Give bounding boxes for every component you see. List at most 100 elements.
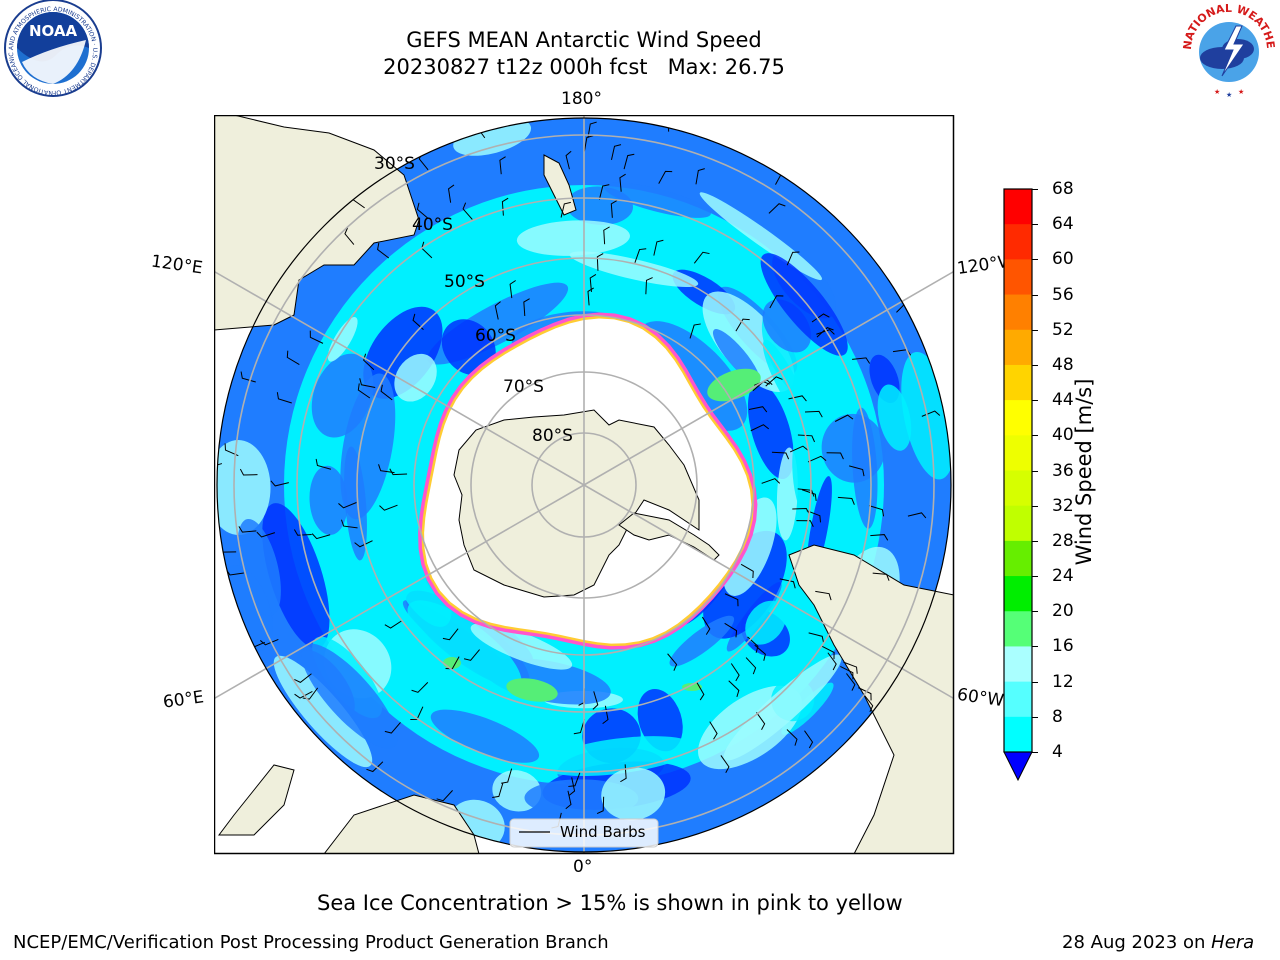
- wind-barb: [445, 656, 460, 670]
- colorbar-tick-mark: [1032, 611, 1038, 613]
- land-new-zealand-in-disc: [543, 154, 577, 216]
- colorbar-tick-mark: [1032, 259, 1038, 261]
- colorbar-segment: [1004, 646, 1032, 683]
- noaa-logo-text: NOAA: [29, 22, 78, 40]
- wind-barb: [412, 313, 424, 331]
- wind-barb: [294, 673, 312, 683]
- wind-barb: [827, 652, 837, 671]
- wind-barb: [492, 782, 504, 799]
- meridian-line: [583, 484, 954, 700]
- wind-barb: [801, 489, 817, 502]
- wind-barb: [834, 414, 854, 422]
- colorbar-tick-mark: [1032, 470, 1038, 472]
- colorbar-tick-label: 36: [1052, 460, 1074, 481]
- wind-barb: [587, 287, 594, 306]
- lat-label-30s: 30°S: [374, 154, 415, 174]
- wind-barb: [463, 649, 480, 661]
- wind-barb: [797, 434, 816, 443]
- graticule: [214, 115, 954, 854]
- wind-barb: [260, 639, 279, 646]
- colorbar-tick-mark: [1032, 329, 1038, 331]
- wind-barb: [338, 502, 357, 509]
- wind-barb: [768, 203, 786, 214]
- wind-barb: [634, 248, 647, 263]
- wind-barb: [730, 663, 740, 682]
- colorbar-tick-mark: [1032, 435, 1038, 437]
- wind-barb: [786, 729, 798, 746]
- wind-barb: [745, 657, 757, 675]
- colorbar-tick-label: 16: [1052, 636, 1074, 657]
- lon-label-120e: 120°E: [149, 251, 204, 279]
- colorbar-segment: [1004, 364, 1032, 401]
- wind-barb: [843, 661, 858, 674]
- org-credit: NCEP/EMC/Verification Post Processing Pr…: [13, 932, 609, 953]
- colorbar-segment: [1004, 576, 1032, 612]
- wind-barb: [494, 301, 501, 320]
- lon-label-60w: 60°W: [955, 684, 1006, 712]
- wind-barb: [863, 694, 874, 713]
- machine-name: Hera: [1211, 932, 1255, 953]
- wind-barb: [294, 690, 313, 699]
- colorbar-tick-mark: [1032, 716, 1038, 718]
- wind-field-patch: [707, 368, 761, 402]
- wind-barb: [363, 353, 375, 371]
- wind-barb: [592, 691, 599, 710]
- date-credit: 28 Aug 2023 on Hera: [1062, 932, 1254, 953]
- wind-field-patch: [301, 643, 398, 749]
- sea-ice-note: Sea Ice Concentration > 15% is shown in …: [317, 891, 903, 915]
- wind-field-patch: [601, 767, 666, 821]
- colorbar-tick-mark: [1032, 400, 1038, 402]
- colorbar-segment: [1004, 505, 1032, 542]
- wind-barb: [565, 790, 572, 810]
- wind-barb: [701, 616, 711, 635]
- wind-field-patch: [273, 655, 373, 768]
- wind-barb: [792, 508, 810, 515]
- wind-barb: [589, 274, 597, 292]
- colorbar-tick-mark: [1032, 646, 1038, 648]
- wind-field-patch: [542, 736, 695, 777]
- wind-barb: [868, 505, 885, 517]
- wind-barb: [380, 384, 393, 401]
- map-legend: Wind Barbs: [509, 818, 659, 848]
- colorbar-tick-label: 64: [1052, 214, 1074, 235]
- colorbar-tick-label: 20: [1052, 601, 1074, 622]
- colorbar-segment: [1004, 470, 1032, 507]
- wind-barb: [240, 371, 256, 383]
- colorbar-tick-label: 28: [1052, 530, 1074, 551]
- wind-barb: [389, 468, 408, 476]
- wind-field-patch: [262, 503, 330, 649]
- wind-barb: [610, 144, 622, 161]
- wind-barb: [302, 687, 319, 700]
- wind-field-patch: [441, 319, 496, 376]
- wind-barb: [846, 673, 856, 691]
- wind-barb: [603, 226, 610, 245]
- lat-label-50s: 50°S: [444, 272, 485, 292]
- colorbar-tick-mark: [1032, 540, 1038, 542]
- wind-barb: [765, 376, 783, 387]
- wind-field-patch: [327, 317, 358, 362]
- wind-field-patch: [723, 654, 842, 761]
- wind-barb: [816, 329, 835, 335]
- colorbar-tick-mark: [1032, 224, 1038, 226]
- colorbar-segment: [1004, 716, 1032, 753]
- colorbar-segment: [1004, 400, 1032, 436]
- colorbar-segment: [1004, 259, 1032, 296]
- wind-barb: [619, 173, 626, 192]
- wind-barb: [667, 653, 678, 671]
- lon-label-180: 180°: [561, 89, 602, 109]
- wind-barb: [377, 242, 390, 259]
- date-text: 28 Aug 2023 on: [1062, 932, 1212, 953]
- wind-barb: [569, 777, 576, 796]
- colorbar-segment: [1004, 329, 1032, 366]
- wind-barb: [840, 666, 854, 680]
- wind-barb: [565, 150, 572, 170]
- wind-barb: [462, 202, 473, 220]
- wind-field-patch: [390, 542, 452, 627]
- wind-barb: [384, 722, 401, 734]
- colorbar-tick-label: 4: [1052, 742, 1063, 762]
- wind-barb: [728, 680, 740, 698]
- colorbar-segment: [1004, 224, 1032, 260]
- wind-barb: [286, 350, 300, 365]
- colorbar-tick-label: 56: [1052, 284, 1074, 305]
- wind-barb: [870, 534, 889, 541]
